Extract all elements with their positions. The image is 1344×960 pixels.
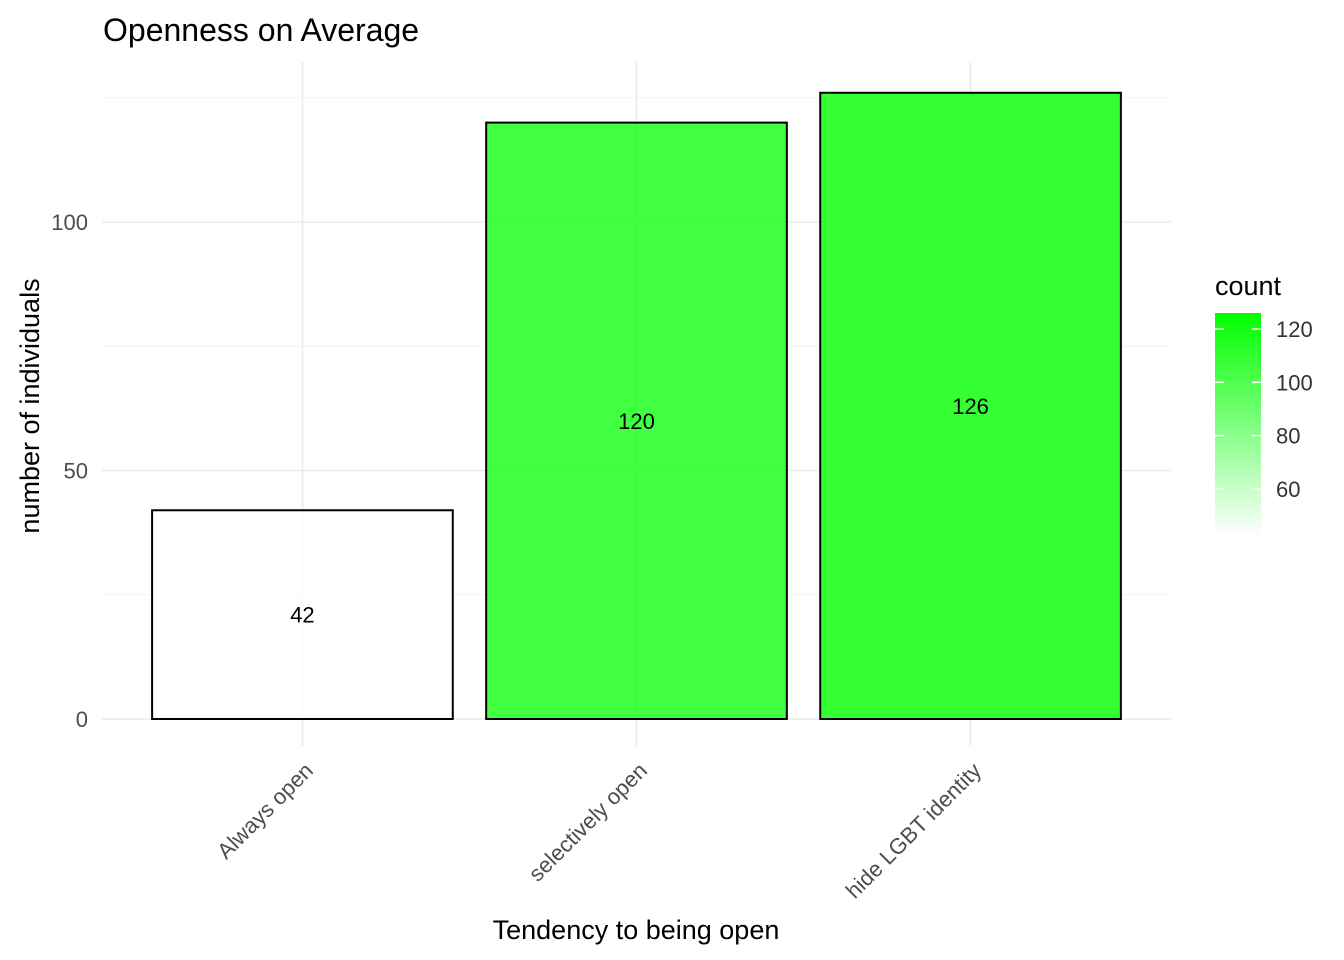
bar-1 <box>485 121 788 721</box>
bar-value-label: 120 <box>618 409 655 434</box>
y-tick-label: 100 <box>51 210 88 235</box>
legend-ticks: 60 80 100 120 <box>1215 317 1313 502</box>
legend-colorbar <box>1215 313 1261 537</box>
y-axis-title: number of individuals <box>15 278 45 533</box>
color-legend: count 60 80 100 120 <box>1215 271 1313 537</box>
legend-tick-label: 100 <box>1276 370 1313 395</box>
x-axis-ticks: Always open selectively open hide LGBT ide… <box>212 758 986 903</box>
x-axis-title: Tendency to being open <box>493 915 780 945</box>
chart-title: Openness on Average <box>103 12 419 48</box>
x-tick-label: hide LGBT identity <box>841 758 986 903</box>
bar-value-label: 126 <box>952 394 989 419</box>
legend-tick-label: 120 <box>1276 317 1313 342</box>
bar-2 <box>819 91 1122 720</box>
y-tick-label: 50 <box>64 459 88 484</box>
legend-title: count <box>1215 271 1282 301</box>
bars <box>151 91 1122 721</box>
legend-tick-label: 60 <box>1276 477 1300 502</box>
x-tick-label: Always open <box>212 758 318 864</box>
y-axis-ticks: 0 50 100 <box>51 210 88 732</box>
legend-tick-label: 80 <box>1276 424 1300 449</box>
bar-value-label: 42 <box>290 603 314 628</box>
bar-value-labels: 42 120 126 <box>290 394 989 628</box>
bar-0 <box>151 509 454 721</box>
y-tick-label: 0 <box>76 707 88 732</box>
x-tick-label: selectively open <box>524 758 652 886</box>
